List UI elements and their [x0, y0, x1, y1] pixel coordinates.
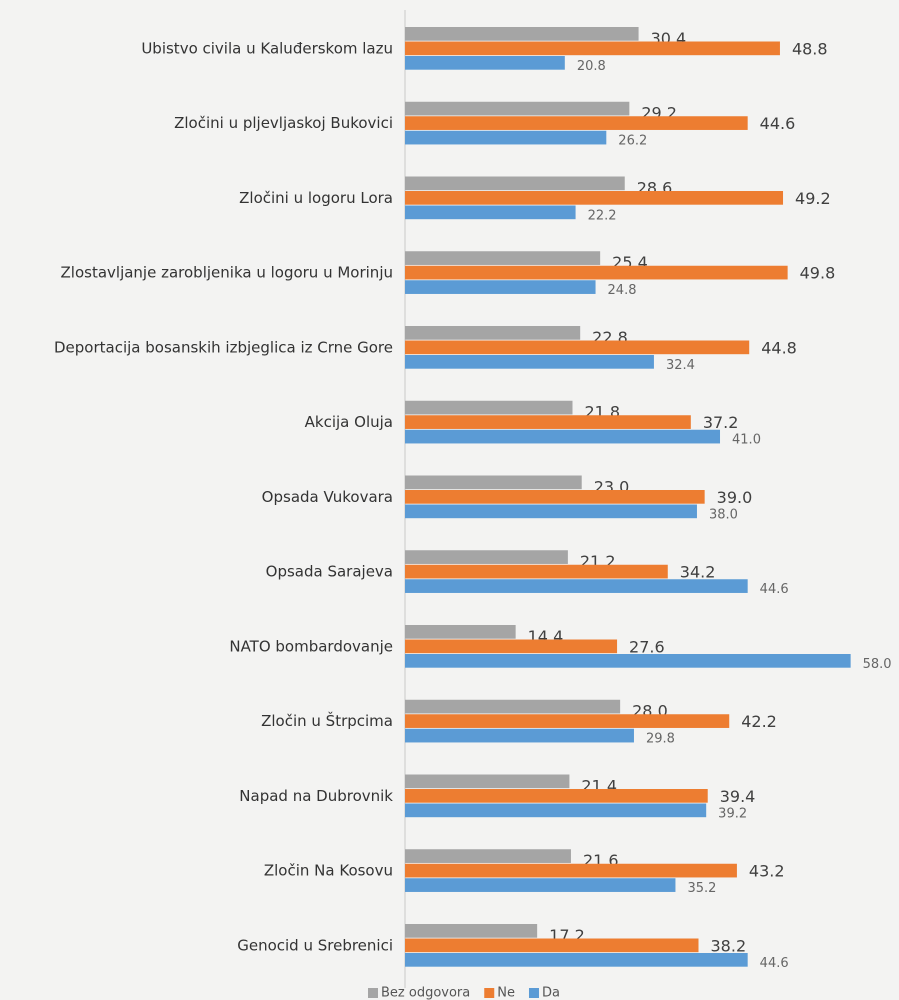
bar	[405, 849, 571, 863]
bar	[405, 564, 668, 579]
bar	[405, 938, 699, 953]
category-label: NATO bombardovanje	[229, 637, 393, 655]
value-label: 24.8	[608, 283, 637, 298]
value-label: 42.2	[741, 712, 777, 731]
category-label: Napad na Dubrovnik	[239, 787, 393, 805]
bar	[405, 101, 630, 116]
bar	[405, 639, 618, 654]
value-label: 22.2	[588, 208, 617, 223]
bar	[405, 504, 697, 519]
bar	[405, 130, 607, 145]
bar	[405, 355, 654, 369]
value-label: 37.2	[703, 413, 739, 432]
bar	[405, 56, 565, 70]
value-label: 32.4	[666, 358, 695, 373]
category-label: Ubistvo civila u Kaluđerskom lazu	[141, 39, 393, 57]
bar	[405, 924, 538, 938]
legend-label: Ne	[497, 986, 515, 1000]
category-label: Opsada Vukovara	[262, 488, 393, 506]
value-label: 43.2	[749, 862, 785, 881]
value-label: 44.6	[760, 956, 789, 971]
bar	[405, 429, 721, 444]
bar	[405, 728, 634, 743]
bar	[405, 265, 788, 280]
bar	[405, 41, 780, 56]
category-label: Akcija Oluja	[305, 413, 393, 431]
value-label: 48.8	[792, 39, 828, 58]
value-label: 27.6	[629, 637, 665, 656]
value-label: 49.8	[800, 264, 836, 283]
bar	[405, 251, 601, 265]
bar	[405, 699, 621, 714]
bar	[405, 579, 748, 593]
bar	[405, 550, 568, 564]
value-label: 39.2	[718, 806, 747, 821]
bar	[405, 789, 708, 803]
bar	[405, 400, 573, 415]
legend-swatch	[368, 988, 378, 998]
value-label: 44.6	[760, 582, 789, 597]
bar	[405, 280, 596, 294]
legend-label: Bez odgovora	[381, 986, 470, 1000]
value-label: 39.4	[720, 787, 756, 806]
bar	[405, 878, 676, 892]
bar	[405, 116, 748, 130]
category-label: Zločini u pljevljaskoj Bukovici	[174, 114, 393, 132]
legend-swatch	[528, 988, 539, 998]
bar	[405, 863, 737, 878]
bar	[405, 774, 570, 789]
bar	[405, 625, 516, 639]
bar	[405, 27, 639, 41]
bar	[405, 326, 581, 340]
category-label: Zločini u logoru Lora	[239, 189, 393, 207]
legend-label: Da	[542, 986, 560, 1000]
bar	[405, 714, 730, 728]
category-label: Zločin u Štrpcima	[261, 711, 393, 730]
category-label: Deportacija bosanskih izbjeglica iz Crne…	[54, 338, 393, 356]
category-label: Genocid u Srebrenici	[237, 936, 393, 954]
value-label: 38.2	[711, 936, 747, 955]
value-label: 44.8	[761, 338, 797, 357]
bar	[405, 340, 750, 355]
bar	[405, 654, 851, 668]
legend-swatch	[484, 988, 495, 998]
value-label: 34.2	[680, 563, 716, 582]
category-label: Zločin Na Kosovu	[264, 862, 393, 880]
value-label: 44.6	[760, 114, 796, 133]
value-label: 38.0	[709, 507, 738, 522]
bar	[405, 953, 748, 967]
value-label: 58.0	[863, 657, 892, 672]
bar	[405, 176, 625, 191]
value-label: 20.8	[577, 59, 606, 74]
category-label: Zlostavljanje zarobljenika u logoru u Mo…	[61, 264, 393, 282]
bar	[405, 490, 705, 504]
value-label: 39.0	[717, 488, 753, 507]
bar	[405, 415, 691, 429]
category-label: Opsada Sarajeva	[266, 563, 393, 581]
value-label: 29.8	[646, 732, 675, 747]
value-label: 49.2	[795, 189, 831, 208]
bar	[405, 191, 784, 205]
value-label: 35.2	[687, 881, 716, 896]
value-label: 26.2	[618, 134, 647, 149]
bar	[405, 803, 707, 818]
bar	[405, 205, 576, 220]
value-label: 41.0	[732, 433, 761, 448]
bar	[405, 475, 582, 490]
